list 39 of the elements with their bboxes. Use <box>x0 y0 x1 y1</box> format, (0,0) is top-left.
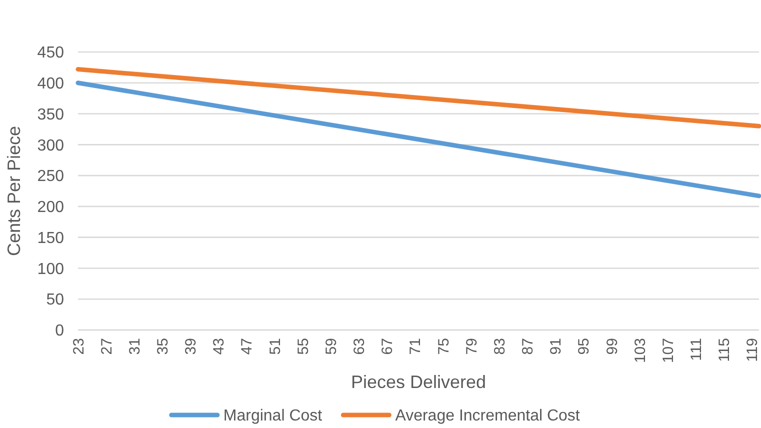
x-tick-label: 47 <box>238 338 256 355</box>
x-tick-label: 107 <box>660 338 677 364</box>
y-tick-label: 350 <box>37 106 64 124</box>
x-tick-label: 43 <box>210 338 228 355</box>
y-tick-label: 50 <box>46 292 64 309</box>
x-tick-label: 99 <box>604 338 621 355</box>
y-tick-label: 150 <box>37 230 64 247</box>
x-axis-title: Pieces Delivered <box>350 372 486 392</box>
x-tick-label: 95 <box>576 338 593 355</box>
x-tick-label: 83 <box>491 338 508 355</box>
x-tick-label: 27 <box>98 338 116 355</box>
x-tick-label: 115 <box>716 338 734 362</box>
y-tick-label: 200 <box>37 199 64 216</box>
x-tick-label: 91 <box>548 338 565 355</box>
x-tick-label: 23 <box>70 338 88 355</box>
legend-label: Average Incremental Cost <box>395 408 580 425</box>
x-tick-label: 63 <box>351 338 368 355</box>
x-tick-label: 67 <box>379 338 396 355</box>
x-tick-label: 103 <box>632 338 649 364</box>
x-tick-label: 31 <box>126 338 144 355</box>
y-tick-label: 300 <box>37 137 64 154</box>
y-tick-label: 250 <box>37 168 64 186</box>
x-tick-label: 79 <box>463 338 480 355</box>
y-tick-label: 0 <box>55 322 64 340</box>
x-tick-label: 39 <box>182 338 200 355</box>
x-tick-label: 119 <box>744 338 761 362</box>
x-tick-label: 55 <box>294 338 312 355</box>
x-tick-label: 87 <box>520 338 537 355</box>
y-tick-label: 400 <box>37 75 64 92</box>
y-tick-label: 450 <box>37 44 64 62</box>
y-tick-label: 100 <box>37 260 64 278</box>
x-tick-label: 59 <box>322 338 340 355</box>
x-tick-label: 51 <box>266 338 284 355</box>
legend-label: Marginal Cost <box>223 408 323 425</box>
x-tick-label: 35 <box>154 338 172 355</box>
y-axis-title: Cents Per Piece <box>4 126 24 256</box>
x-tick-label: 111 <box>688 338 706 361</box>
x-tick-label: 75 <box>435 338 452 355</box>
x-tick-label: 71 <box>407 338 424 355</box>
